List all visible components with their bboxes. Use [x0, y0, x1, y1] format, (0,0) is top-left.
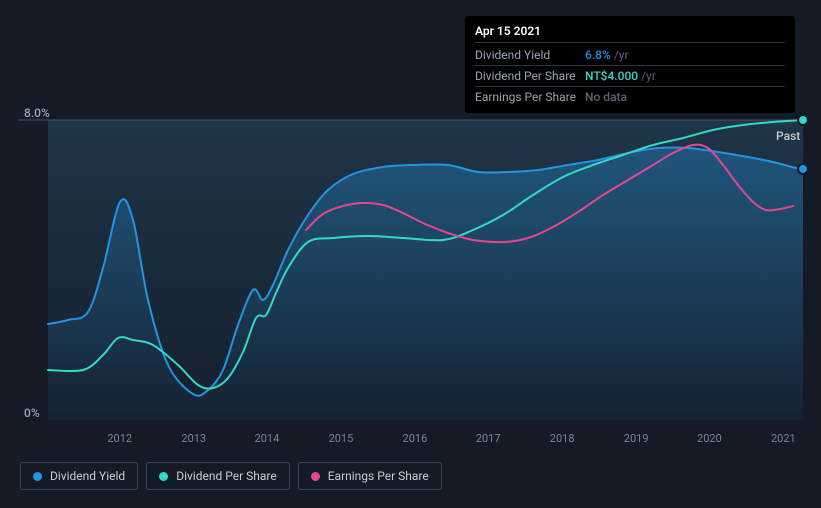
- legend-item[interactable]: Earnings Per Share: [298, 462, 442, 490]
- x-axis-tick: 2020: [697, 432, 722, 445]
- tooltip-row-suffix: /yr: [614, 46, 629, 64]
- x-axis-tick: 2013: [181, 432, 206, 445]
- x-axis-tick: 2012: [107, 432, 132, 445]
- tooltip-row: Dividend Per ShareNT$4.000/yr: [475, 66, 785, 87]
- x-axis-tick: 2015: [329, 432, 354, 445]
- legend-dot-icon: [311, 472, 320, 481]
- dividend-per-share-end-marker: [799, 116, 807, 124]
- y-axis-min-label: 0%: [24, 406, 40, 420]
- tooltip-row-value: 6.8%: [585, 46, 611, 64]
- legend-item-label: Earnings Per Share: [328, 469, 429, 483]
- chart-plot-area[interactable]: [48, 120, 803, 420]
- chart-svg: [48, 120, 803, 420]
- x-axis-tick: 2021: [771, 432, 796, 445]
- legend-item-label: Dividend Per Share: [176, 469, 277, 483]
- legend-item[interactable]: Dividend Yield: [20, 462, 138, 490]
- tooltip-row: Earnings Per ShareNo data: [475, 87, 785, 107]
- tooltip-row-label: Dividend Yield: [475, 46, 585, 64]
- tooltip-row-label: Dividend Per Share: [475, 67, 585, 85]
- dividend-yield-end-marker: [799, 165, 807, 173]
- x-axis-tick: 2019: [624, 432, 649, 445]
- tooltip-row: Dividend Yield6.8%/yr: [475, 45, 785, 66]
- legend-item-label: Dividend Yield: [50, 469, 125, 483]
- chart-tooltip: Apr 15 2021 Dividend Yield6.8%/yrDividen…: [465, 16, 795, 113]
- tooltip-row-value: No data: [585, 88, 627, 106]
- x-axis-tick: 2016: [403, 432, 428, 445]
- y-axis-max-label: 8.0%: [24, 106, 50, 120]
- tooltip-date: Apr 15 2021: [475, 22, 785, 43]
- legend-dot-icon: [33, 472, 42, 481]
- chart-legend: Dividend Yield Dividend Per Share Earnings…: [20, 462, 442, 490]
- legend-item[interactable]: Dividend Per Share: [146, 462, 290, 490]
- legend-dot-icon: [159, 472, 168, 481]
- tooltip-row-suffix: /yr: [641, 67, 656, 85]
- tooltip-row-label: Earnings Per Share: [475, 88, 585, 106]
- x-axis-tick: 2017: [476, 432, 501, 445]
- tooltip-row-value: NT$4.000: [585, 67, 638, 85]
- x-axis-tick: 2014: [255, 432, 280, 445]
- x-axis-tick: 2018: [550, 432, 575, 445]
- past-label: Past: [776, 129, 800, 143]
